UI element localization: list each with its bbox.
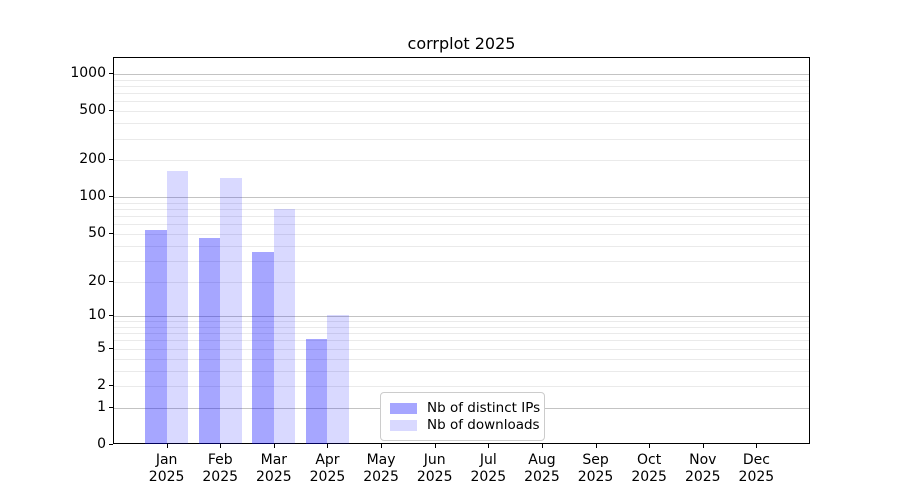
gridline-minor <box>114 216 809 218</box>
gridline-minor <box>114 111 809 113</box>
x-axis-tick-label: Jan 2025 <box>148 452 185 485</box>
y-axis-tick-label: 200 <box>79 151 106 168</box>
y-axis-tick <box>109 159 113 161</box>
x-axis-tick-label: Sep 2025 <box>577 452 614 485</box>
legend-item-distinct-ips: Nb of distinct IPs <box>390 400 544 416</box>
gridline-minor <box>114 358 809 360</box>
gridline-minor <box>114 245 809 247</box>
y-axis-tick <box>109 444 113 445</box>
bar-downloads <box>273 209 296 444</box>
gridline-minor <box>114 85 809 87</box>
legend-label-downloads: Nb of downloads <box>427 417 540 433</box>
bar-distinct-ips <box>305 339 328 444</box>
y-axis-tick-label: 10 <box>88 307 106 324</box>
bar-downloads <box>327 315 349 444</box>
y-axis-tick <box>109 280 113 282</box>
gridline-major <box>114 73 809 75</box>
bar-downloads <box>166 171 189 444</box>
gridline-minor <box>114 333 809 335</box>
gridline-minor <box>114 386 809 387</box>
gridline-minor <box>114 123 809 125</box>
x-axis-tick <box>702 444 704 448</box>
legend-swatch-distinct-ips-icon <box>390 402 417 414</box>
x-axis-tick <box>541 444 543 448</box>
y-axis-tick <box>109 232 113 234</box>
gridline-minor <box>114 101 809 103</box>
x-axis-tick-label: Mar 2025 <box>256 452 292 485</box>
legend: Nb of distinct IPs Nb of downloads <box>380 392 545 441</box>
y-axis-tick <box>109 110 113 112</box>
y-axis-tick <box>109 406 113 408</box>
plot-area <box>113 57 810 444</box>
x-axis-tick <box>756 444 758 448</box>
gridline-minor <box>114 348 809 350</box>
y-axis-tick-label: 1 <box>97 398 106 415</box>
legend-swatch-downloads-icon <box>390 419 417 431</box>
gridline-minor <box>114 321 809 323</box>
gridline-major <box>114 197 809 199</box>
x-axis-tick-label: Jun 2025 <box>416 452 453 485</box>
y-axis-tick <box>109 196 113 198</box>
bar-distinct-ips <box>252 251 274 444</box>
x-axis-tick <box>649 444 651 448</box>
gridline-minor <box>114 160 809 162</box>
bar-distinct-ips <box>198 238 221 444</box>
legend-item-downloads: Nb of downloads <box>390 417 544 433</box>
y-axis-tick-label: 0 <box>97 436 106 452</box>
y-axis-tick-label: 100 <box>79 188 106 205</box>
bar-downloads <box>220 178 242 444</box>
y-axis-tick <box>109 347 113 349</box>
x-axis-tick-label: May 2025 <box>363 452 399 485</box>
x-axis-tick <box>434 444 436 448</box>
gridline-minor <box>114 209 809 210</box>
gridline-minor <box>114 260 809 262</box>
gridline-minor <box>114 370 809 372</box>
x-axis-tick-label: Aug 2025 <box>524 452 560 485</box>
x-axis-tick <box>381 444 383 448</box>
x-axis-tick <box>327 444 329 448</box>
gridline-minor <box>114 138 809 140</box>
gridline-minor <box>114 202 809 204</box>
y-axis-tick-label: 2 <box>97 377 106 393</box>
y-axis-tick-label: 1000 <box>70 64 106 81</box>
gridline-minor <box>114 93 809 95</box>
x-axis-tick <box>166 444 168 448</box>
y-axis-tick <box>109 72 113 74</box>
bar-distinct-ips <box>145 229 167 444</box>
x-axis-tick-label: Jul 2025 <box>470 452 507 485</box>
y-axis-tick <box>109 315 113 317</box>
chart-title: corrplot 2025 <box>407 34 516 53</box>
gridline-minor <box>114 79 809 81</box>
gridline-minor <box>114 233 809 235</box>
gridline-minor <box>114 327 809 328</box>
x-axis-tick-label: Nov 2025 <box>684 452 721 485</box>
y-axis-tick-label: 500 <box>79 102 106 119</box>
x-axis-tick <box>488 444 490 448</box>
x-axis-tick-label: Dec 2025 <box>738 452 775 485</box>
gridline-major <box>114 316 809 318</box>
gridline-minor <box>114 340 809 342</box>
legend-label-distinct-ips: Nb of distinct IPs <box>427 400 541 416</box>
gridline-minor <box>114 281 809 283</box>
gridline-minor <box>114 224 809 226</box>
x-axis-tick-label: Apr 2025 <box>309 452 346 485</box>
x-axis-tick <box>595 444 597 448</box>
y-axis-tick-label: 50 <box>88 224 106 241</box>
y-axis-tick <box>109 385 113 386</box>
x-axis-tick <box>273 444 275 448</box>
x-axis-tick-label: Oct 2025 <box>631 452 667 485</box>
x-axis-tick <box>220 444 222 448</box>
x-axis-tick-label: Feb 2025 <box>202 452 239 485</box>
y-axis-tick-label: 20 <box>88 272 106 289</box>
y-axis-tick-label: 5 <box>97 339 106 356</box>
